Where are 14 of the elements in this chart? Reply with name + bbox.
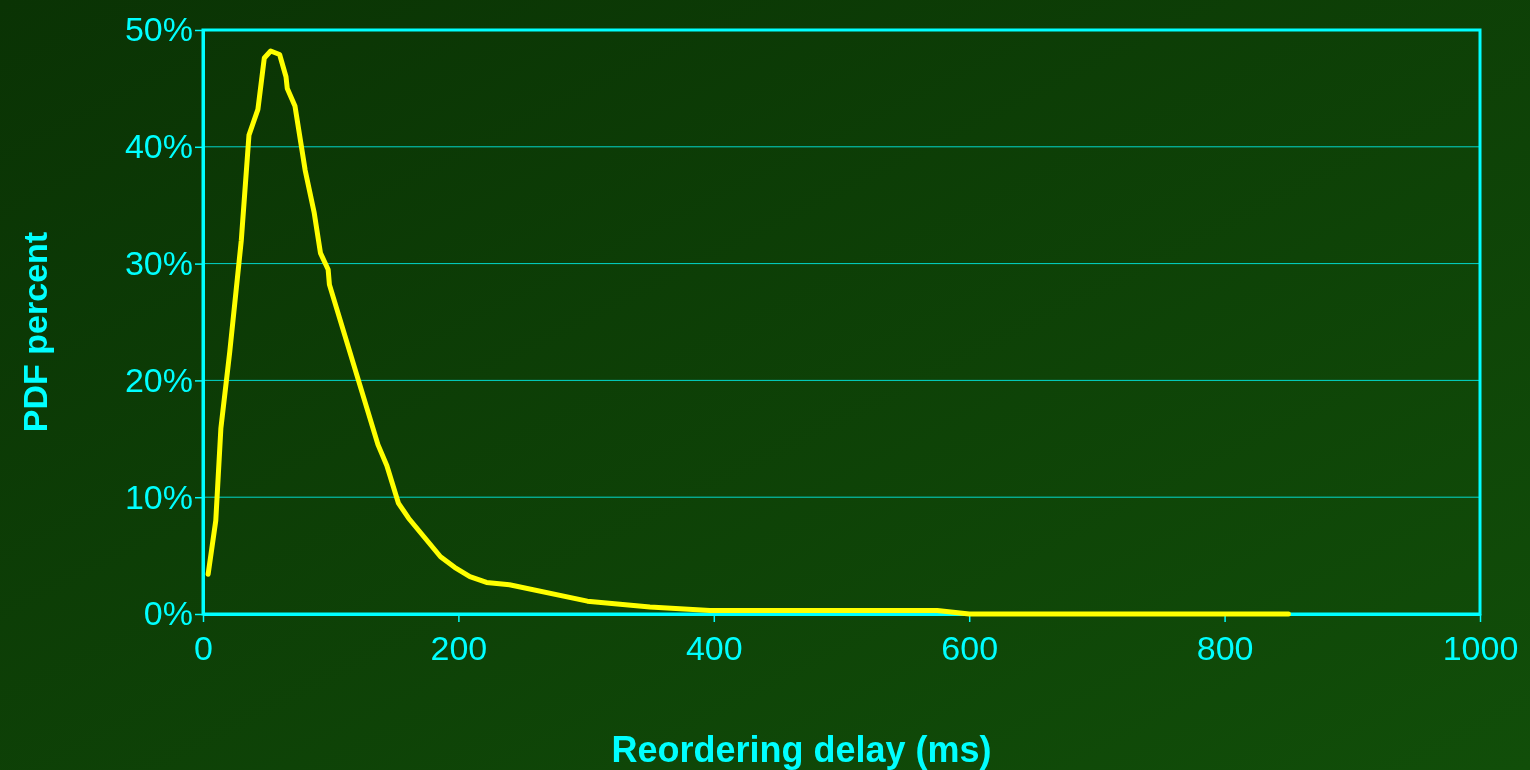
x-tick-label: 1000 — [1442, 629, 1519, 668]
y-tick-label: 40% — [124, 127, 193, 166]
x-tick-label: 400 — [685, 629, 743, 668]
y-tick-label: 0% — [143, 594, 193, 633]
x-tick-label: 800 — [1196, 629, 1254, 668]
y-tick-label: 50% — [124, 10, 193, 49]
x-axis-title: Reordering delay (ms) — [611, 729, 992, 770]
y-axis-title: PDF percent — [16, 231, 54, 433]
x-tick-label: 600 — [941, 629, 999, 668]
x-tick-label: 200 — [430, 629, 488, 668]
y-tick-label: 20% — [124, 360, 193, 399]
y-tick-label: 30% — [124, 243, 193, 282]
y-tick-label: 10% — [124, 477, 193, 516]
x-tick-label: 0 — [194, 629, 213, 668]
